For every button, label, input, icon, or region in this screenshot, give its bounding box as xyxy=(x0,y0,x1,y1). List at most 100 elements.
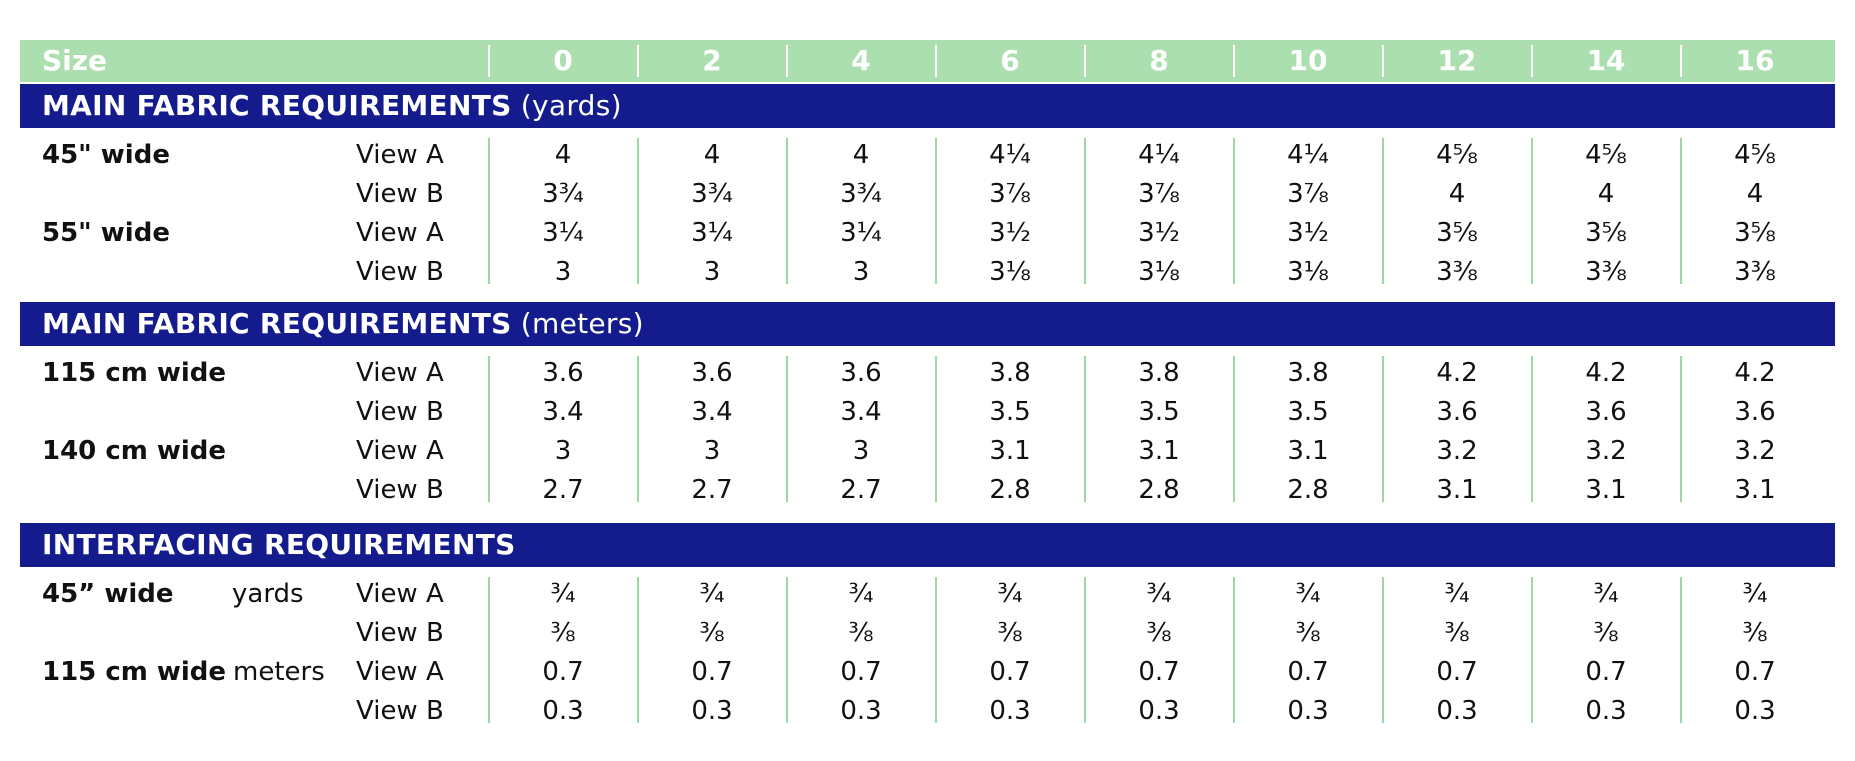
yardage-cell: 2.7 xyxy=(840,475,882,505)
section-title: MAIN FABRIC REQUIREMENTS (yards) xyxy=(42,84,622,128)
yardage-cell: ⅜ xyxy=(1444,618,1470,648)
yardage-cell: ⅜ xyxy=(848,618,874,648)
section-title-unit: (meters) xyxy=(520,307,644,340)
yardage-cell: 3⅝ xyxy=(1585,218,1627,248)
yardage-cell: 3½ xyxy=(1287,218,1329,248)
column-divider xyxy=(1084,138,1086,284)
yardage-cell: 3 xyxy=(554,257,572,287)
column-divider xyxy=(935,356,937,502)
yardage-cell: 3⅛ xyxy=(1287,257,1329,287)
yardage-cell: ⅜ xyxy=(1146,618,1172,648)
yardage-cell: ¾ xyxy=(1444,579,1470,609)
yardage-cell: ¾ xyxy=(699,579,725,609)
yardage-cell: 4.2 xyxy=(1734,358,1776,388)
yardage-cell: ⅜ xyxy=(550,618,576,648)
column-divider xyxy=(1680,356,1682,502)
view-label: View A xyxy=(356,436,444,466)
yardage-cell: 3⅜ xyxy=(1585,257,1627,287)
yardage-cell: 3.6 xyxy=(1436,397,1478,427)
yardage-cell: 3.1 xyxy=(1734,475,1776,505)
yardage-cell: 3.1 xyxy=(989,436,1031,466)
yardage-cell: 3 xyxy=(554,436,572,466)
section-title-main: INTERFACING REQUIREMENTS xyxy=(42,528,516,561)
yardage-cell: 0.7 xyxy=(542,657,584,687)
yardage-cell: 0.3 xyxy=(840,696,882,726)
yardage-cell: 0.7 xyxy=(691,657,733,687)
yardage-cell: 3⅛ xyxy=(989,257,1031,287)
size-column-header: 0 xyxy=(553,44,573,77)
yardage-cell: 3.2 xyxy=(1436,436,1478,466)
header-column-divider xyxy=(1084,45,1086,77)
column-divider xyxy=(1680,138,1682,284)
header-column-divider xyxy=(786,45,788,77)
yardage-cell: 3 xyxy=(852,257,870,287)
header-column-divider xyxy=(1531,45,1533,77)
yardage-cell: 4¼ xyxy=(1138,140,1180,170)
section-title-main: MAIN FABRIC REQUIREMENTS xyxy=(42,307,512,340)
yardage-cell: 3.6 xyxy=(840,358,882,388)
yardage-cell: 3.8 xyxy=(1138,358,1180,388)
yardage-cell: ¾ xyxy=(1146,579,1172,609)
column-divider xyxy=(935,138,937,284)
size-column-header: 6 xyxy=(1000,44,1020,77)
yardage-cell: 0.3 xyxy=(542,696,584,726)
fabric-width-label: 45” wide xyxy=(42,579,174,609)
yardage-cell: 3.6 xyxy=(691,358,733,388)
yardage-cell: 4⅝ xyxy=(1436,140,1478,170)
yardage-cell: ⅜ xyxy=(699,618,725,648)
yardage-cell: ¾ xyxy=(1742,579,1768,609)
yardage-cell: 2.7 xyxy=(691,475,733,505)
yardage-cell: 0.3 xyxy=(1436,696,1478,726)
size-header-row: Size 0 2 4 6 8 10 12 14 16 xyxy=(20,40,1835,82)
yardage-cell: 3.8 xyxy=(989,358,1031,388)
yardage-cell: 0.3 xyxy=(1734,696,1776,726)
view-label: View A xyxy=(356,579,444,609)
header-column-divider xyxy=(1233,45,1235,77)
view-label: View A xyxy=(356,218,444,248)
fabric-width-label: 45" wide xyxy=(42,140,170,170)
yardage-cell: 2.8 xyxy=(1138,475,1180,505)
yardage-cell: ⅜ xyxy=(997,618,1023,648)
size-column-header: 10 xyxy=(1288,44,1328,77)
column-divider xyxy=(637,138,639,284)
yardage-cell: 3⅞ xyxy=(989,179,1031,209)
column-divider xyxy=(1084,577,1086,723)
yardage-cell: 3.1 xyxy=(1436,475,1478,505)
yardage-cell: 3¼ xyxy=(691,218,733,248)
view-label: View A xyxy=(356,657,444,687)
yardage-cell: 3.4 xyxy=(840,397,882,427)
yardage-cell: 3.6 xyxy=(542,358,584,388)
yardage-cell: 3⅜ xyxy=(1436,257,1478,287)
view-label: View B xyxy=(356,475,444,505)
yardage-cell: 3¾ xyxy=(542,179,584,209)
size-label: Size xyxy=(42,44,108,77)
unit-label: meters xyxy=(233,657,325,687)
yardage-cell: 3¾ xyxy=(691,179,733,209)
yardage-cell: 4 xyxy=(1448,179,1466,209)
yardage-cell: 3¼ xyxy=(840,218,882,248)
size-column-header: 12 xyxy=(1437,44,1477,77)
yardage-cell: 0.3 xyxy=(691,696,733,726)
yardage-cell: ¾ xyxy=(997,579,1023,609)
view-label: View B xyxy=(356,397,444,427)
yardage-cell: 3¾ xyxy=(840,179,882,209)
size-column-header: 2 xyxy=(702,44,722,77)
column-divider xyxy=(488,356,490,502)
yardage-cell: 4.2 xyxy=(1436,358,1478,388)
yardage-cell: 3⅞ xyxy=(1138,179,1180,209)
yardage-cell: 3.1 xyxy=(1287,436,1329,466)
yardage-cell: 3.2 xyxy=(1734,436,1776,466)
yardage-cell: 3.2 xyxy=(1585,436,1627,466)
yardage-cell: 3.1 xyxy=(1585,475,1627,505)
yardage-cell: ⅜ xyxy=(1742,618,1768,648)
view-label: View A xyxy=(356,358,444,388)
size-column-header: 4 xyxy=(851,44,871,77)
yardage-cell: 4 xyxy=(554,140,572,170)
column-divider xyxy=(935,577,937,723)
yardage-cell: 4⅝ xyxy=(1585,140,1627,170)
yardage-cell: 0.7 xyxy=(1138,657,1180,687)
yardage-cell: 3⅛ xyxy=(1138,257,1180,287)
column-divider xyxy=(488,138,490,284)
yardage-cell: 4 xyxy=(1597,179,1615,209)
yardage-cell: 4.2 xyxy=(1585,358,1627,388)
